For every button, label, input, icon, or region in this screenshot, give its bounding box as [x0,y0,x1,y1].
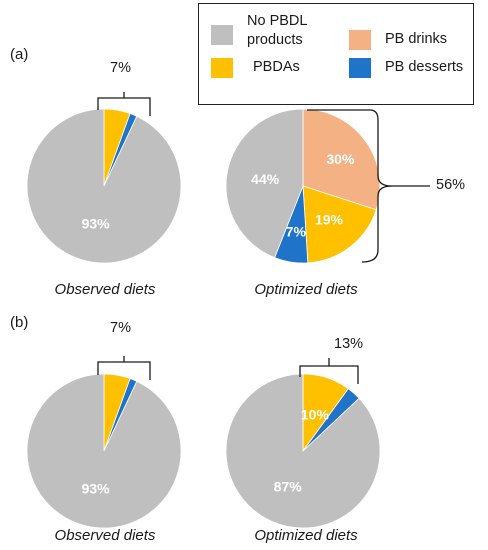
pie-b-optimized: 10% 87% [225,373,381,529]
bracket-label-a-optimized: 56% [436,177,466,193]
caption-b-optimized: Optimized diets [254,527,358,544]
data-label-pb-drinks: 30% [326,151,355,167]
bracket-a-observed [97,92,151,116]
data-label-pb-desserts: 7% [286,224,307,240]
caption-b-observed: Observed diets [54,527,156,544]
data-label-no-pbdl-products: 87% [274,478,303,494]
bracket-label-a-observed: 7% [110,60,131,76]
bracket-b-observed [97,356,151,380]
legend-swatch [211,58,233,78]
bracket-b-optimized [299,358,359,384]
data-label-no-pbdl-products: 93% [82,481,111,497]
legend-label: No PBDL products [247,13,307,48]
pie-a-optimized: 30% 19% 7% 44% [225,108,381,264]
pie-b-observed: 93% [26,373,182,529]
legend-swatch [349,58,371,78]
legend-item-no-pbdl: No PBDL products [211,12,357,50]
pie-slice-no-pbdl-products [225,108,304,259]
legend-label: PB desserts [385,59,464,75]
bracket-label-b-observed: 7% [110,320,131,336]
caption-a-optimized: Optimized diets [254,281,358,298]
pie-slice-no-pbdl-products [225,373,381,529]
pie-a-observed: 93% [26,108,182,264]
data-label-pbdas: 19% [315,212,344,228]
legend-label: PBDAs [253,59,300,75]
pie-slice-no-pbdl-products [26,373,182,529]
data-label-no-pbdl-products: 44% [251,171,280,187]
legend-item-pb-drinks: PB drinks [349,30,447,50]
bracket-a-optimized [307,109,430,263]
bracket-label-b-optimized: 13% [334,336,364,352]
panel-label-a: (a) [10,46,29,63]
data-label-pbdas: 10% [301,406,330,422]
panel-label-b: (b) [10,314,29,331]
legend-label: PB drinks [385,31,448,47]
data-label-no-pbdl-products: 93% [82,216,111,232]
legend-swatch [211,25,233,45]
pie-slice-pbdas [302,185,377,264]
legend-item-pb-desserts: PB desserts [349,58,463,78]
pie-slice-no-pbdl-products [26,108,182,264]
legend-item-pbdas: PBDAs [211,58,300,78]
caption-a-observed: Observed diets [54,281,156,298]
legend-swatch [349,30,371,50]
legend: No PBDL products PBDAs PB drinks PB dess… [198,3,474,105]
